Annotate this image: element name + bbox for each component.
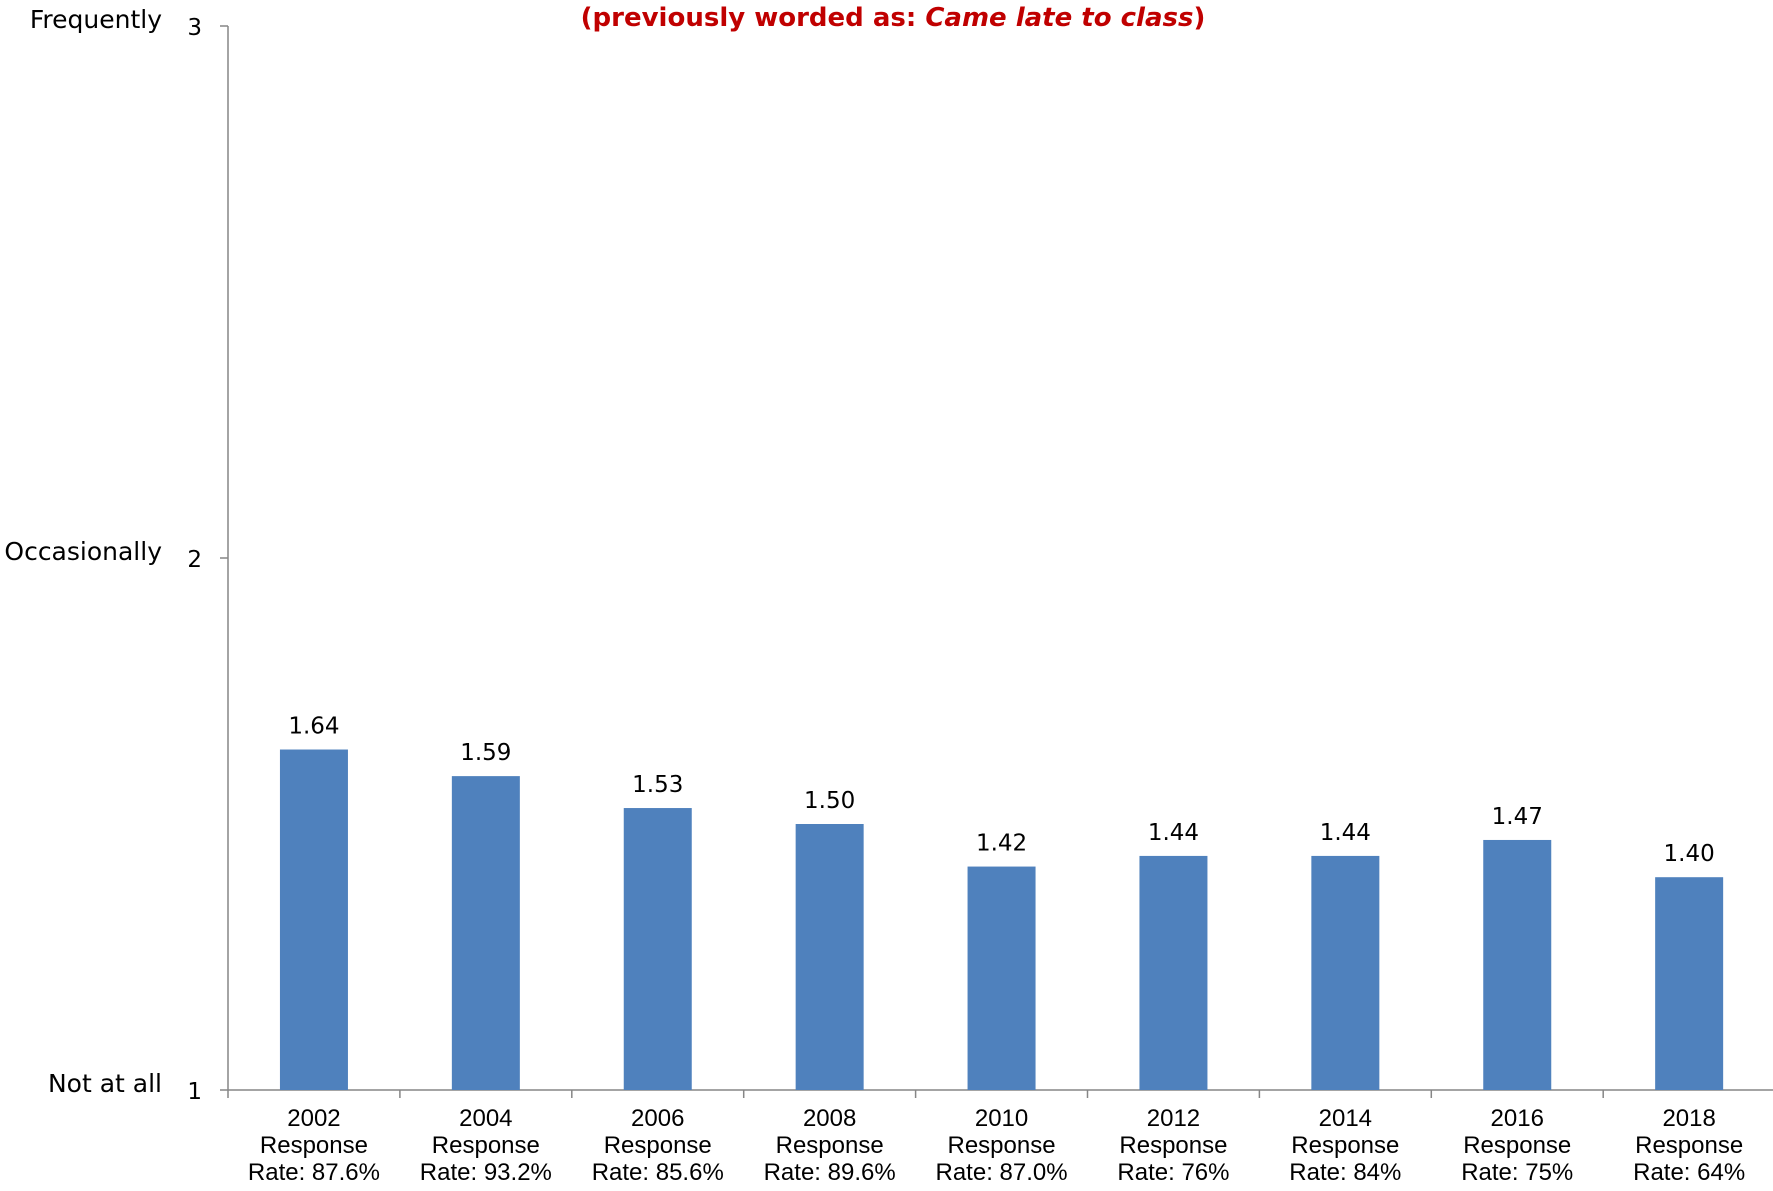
x-category-label: 2004 Response Rate: 93.2%	[420, 1105, 552, 1186]
x-category-label-line: 2006	[631, 1105, 684, 1132]
x-category-label-line: Response	[432, 1132, 540, 1159]
data-label: 1.59	[460, 740, 511, 766]
x-category-label-line: Response	[948, 1132, 1056, 1159]
x-category-label-line: Response	[1291, 1132, 1399, 1159]
chart-subtitle-prefix: (previously worded as:	[581, 3, 926, 33]
y-tick-label: 3	[187, 15, 202, 41]
data-label: 1.64	[288, 714, 339, 740]
bar	[1655, 877, 1724, 1090]
x-category-label-line: Response	[1463, 1132, 1571, 1159]
data-label: 1.42	[976, 831, 1027, 857]
x-category-label-line: 2004	[459, 1105, 512, 1132]
data-label: 1.53	[632, 772, 683, 798]
x-category-label-line: 2012	[1147, 1105, 1200, 1132]
bar	[623, 808, 692, 1090]
bars	[279, 749, 1724, 1090]
x-category-label-line: 2010	[975, 1105, 1028, 1132]
x-category-label-line: Response	[260, 1132, 368, 1159]
bar	[1483, 839, 1552, 1090]
x-category-label: 2018 Response Rate: 64%	[1633, 1105, 1745, 1186]
x-category-label-line: 2018	[1662, 1105, 1715, 1132]
x-category-label-line: Response	[1119, 1132, 1227, 1159]
x-category-label-line: 2016	[1491, 1105, 1544, 1132]
x-category-label-line: 2008	[803, 1105, 856, 1132]
x-category-label-line: Response	[1635, 1132, 1743, 1159]
x-category-label: 2016 Response Rate: 75%	[1461, 1105, 1573, 1186]
chart-subtitle-suffix: )	[1193, 3, 1205, 33]
x-category-label: 2014 Response Rate: 84%	[1289, 1105, 1401, 1186]
x-category-label: 2002 Response Rate: 87.6%	[248, 1105, 380, 1186]
x-category-label-line: Response	[604, 1132, 712, 1159]
chart-subtitle: (previously worded as: Came late to clas…	[581, 3, 1206, 33]
data-label: 1.44	[1148, 820, 1199, 846]
x-category-label-line: Rate: 87.6%	[248, 1159, 380, 1186]
bar	[451, 776, 520, 1090]
x-category-label-line: Rate: 85.6%	[592, 1159, 724, 1186]
x-category-label-line: 2014	[1319, 1105, 1372, 1132]
x-category-label-line: Rate: 89.6%	[764, 1159, 896, 1186]
x-category-label-line: Response	[776, 1132, 884, 1159]
y-tick-label: 2	[187, 547, 202, 573]
data-label: 1.50	[804, 788, 855, 814]
labels: 3 Frequently 2 Occasionally 1 Not at all 1.64 2…	[4, 5, 1745, 1186]
x-category-label: 2006 Response Rate: 85.6%	[592, 1105, 724, 1186]
chart-subtitle-italic: Came late to class	[925, 3, 1193, 33]
x-category-label: 2012 Response Rate: 76%	[1117, 1105, 1229, 1186]
x-category-label-line: Rate: 75%	[1461, 1159, 1573, 1186]
data-label: 1.40	[1664, 841, 1715, 867]
x-category-label: 2008 Response Rate: 89.6%	[764, 1105, 896, 1186]
x-category-label-line: Rate: 64%	[1633, 1159, 1745, 1186]
x-category-label-line: Rate: 84%	[1289, 1159, 1401, 1186]
bar	[967, 866, 1036, 1090]
bar	[795, 824, 864, 1090]
y-scale-label: Frequently	[30, 5, 162, 34]
y-scale-label: Occasionally	[4, 537, 162, 566]
bar	[1311, 855, 1380, 1090]
x-category-label-line: Rate: 87.0%	[936, 1159, 1068, 1186]
data-label: 1.47	[1492, 804, 1543, 830]
x-category-label-line: Rate: 76%	[1117, 1159, 1229, 1186]
x-category-label: 2010 Response Rate: 87.0%	[936, 1105, 1068, 1186]
y-tick-label: 1	[187, 1079, 202, 1105]
y-scale-label: Not at all	[48, 1069, 162, 1098]
x-category-label-line: Rate: 93.2%	[420, 1159, 552, 1186]
bar	[1139, 855, 1208, 1090]
x-category-label-line: 2002	[287, 1105, 340, 1132]
bar	[279, 749, 348, 1090]
data-label: 1.44	[1320, 820, 1371, 846]
